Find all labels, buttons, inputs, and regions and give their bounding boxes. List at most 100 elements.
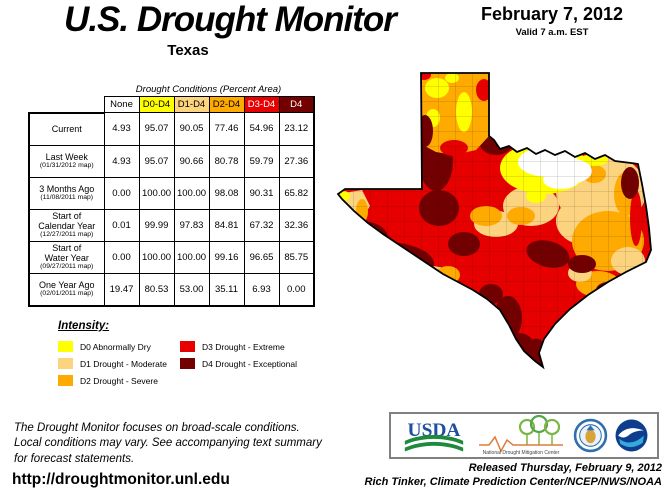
value-cell: 80.53: [138, 272, 175, 307]
value-cell: 19.47: [103, 272, 140, 307]
drought-shading: [338, 73, 651, 367]
released-date: Released Thursday, February 9, 2012: [468, 462, 662, 474]
value-cell: 23.12: [278, 112, 315, 146]
column-header-d1d4: D1-D4: [173, 96, 210, 113]
value-cell: 100.00: [173, 176, 210, 210]
noaa-logo: [615, 419, 648, 452]
d0-swatch-icon: [58, 341, 73, 352]
legend-item-d2: D2 Drought - Severe: [58, 375, 158, 386]
d2-swatch-icon: [58, 375, 73, 386]
value-cell: 99.16: [208, 240, 245, 274]
column-header-none: None: [103, 96, 140, 113]
value-cell: 84.81: [208, 208, 245, 242]
value-cell: 95.07: [138, 144, 175, 178]
valid-time: Valid 7 a.m. EST: [515, 27, 589, 38]
commerce-seal-icon: [573, 418, 608, 453]
value-cell: 96.65: [243, 240, 280, 274]
ndmc-logo: National Drought Mitigation Center: [479, 414, 563, 456]
value-cell: 0.01: [103, 208, 140, 242]
table-row-current: Current 4.93 95.07 90.05 77.46 54.96 23.…: [28, 111, 315, 146]
value-cell: 0.00: [278, 272, 315, 307]
column-header-d4: D4: [278, 96, 315, 113]
legend-label: D2 Drought - Severe: [80, 375, 158, 386]
drought-monitor-url[interactable]: http://droughtmonitor.unl.edu: [12, 471, 230, 488]
value-cell: 6.93: [243, 272, 280, 307]
value-cell: 90.31: [243, 176, 280, 210]
legend-title: Intensity:: [58, 320, 110, 332]
value-cell: 80.78: [208, 144, 245, 178]
svg-text:USDA: USDA: [408, 420, 461, 441]
d3-swatch-icon: [180, 341, 195, 352]
region-title: Texas: [167, 42, 209, 59]
logo-box: USDA National Drought Mitigation Center: [389, 412, 659, 459]
value-cell: 97.83: [173, 208, 210, 242]
legend-item-d1: D1 Drought - Moderate: [58, 358, 167, 369]
value-cell: 85.75: [278, 240, 315, 274]
date-block: February 7, 2012 Valid 7 a.m. EST: [452, 4, 652, 38]
svg-text:National Drought Mitigation Ce: National Drought Mitigation Center: [483, 450, 560, 456]
value-cell: 0.00: [103, 176, 140, 210]
author-credit: Rich Tinker, Climate Prediction Center/N…: [364, 476, 662, 488]
disclaimer-line: Local conditions may vary. See accompany…: [14, 437, 322, 450]
legend-label: D0 Abnormally Dry: [80, 341, 151, 352]
value-cell: 90.66: [173, 144, 210, 178]
table-row-one-year-ago: One Year Ago (02/01/2011 map) 19.47 80.53…: [28, 272, 315, 307]
value-cell: 65.82: [278, 176, 315, 210]
value-cell: 90.05: [173, 112, 210, 146]
disclaimer-text: The Drought Monitor focuses on broad-sca…: [14, 421, 322, 467]
disclaimer-line: The Drought Monitor focuses on broad-sca…: [14, 422, 300, 434]
corner-cell: [29, 96, 104, 113]
table-caption: Drought Conditions (Percent Area): [135, 84, 282, 95]
value-cell: 35.11: [208, 272, 245, 307]
usda-logo: USDA: [404, 420, 464, 452]
legend-label: D3 Drought - Extreme: [202, 341, 285, 352]
legend-item-d4: D4 Drought - Exceptional: [180, 358, 297, 369]
row-label: 3 Months Ago (11/08/2011 map): [28, 176, 105, 210]
value-cell: 77.46: [208, 112, 245, 146]
value-cell: 53.00: [173, 272, 210, 307]
table-row-start-water-year: Start of Water Year (09/27/2011 map) 0.00 …: [28, 240, 315, 274]
table-row-start-calendar-year: Start of Calendar Year (12/27/2011 map) 0.…: [28, 208, 315, 242]
column-header-d3d4: D3-D4: [243, 96, 280, 113]
row-label: One Year Ago (02/01/2011 map): [28, 272, 105, 307]
value-cell: 100.00: [138, 176, 175, 210]
texas-outline: [336, 72, 652, 370]
d1-swatch-icon: [58, 358, 73, 369]
header-row: None D0-D4 D1-D4 D2-D4 D3-D4 D4: [29, 96, 315, 113]
texas-drought-map: [336, 56, 670, 426]
value-cell: 98.08: [208, 176, 245, 210]
value-cell: 27.36: [278, 144, 315, 178]
row-label: Start of Water Year (09/27/2011 map): [28, 240, 105, 274]
value-cell: 0.00: [103, 240, 140, 274]
county-grid: [338, 73, 651, 367]
row-label: Current: [28, 111, 105, 146]
table-row-last-week: Last Week (01/31/2012 map) 4.93 95.07 90.…: [28, 144, 315, 178]
value-cell: 4.93: [103, 144, 140, 178]
disclaimer-line: for forecast statements.: [14, 452, 135, 465]
legend-item-d0: D0 Abnormally Dry: [58, 341, 151, 352]
legend-item-d3: D3 Drought - Extreme: [180, 341, 285, 352]
d4-swatch-icon: [180, 358, 195, 369]
release-info: Released Thursday, February 9, 2012 Rich…: [260, 461, 662, 489]
row-label: Last Week (01/31/2012 map): [28, 144, 105, 178]
report-date: February 7, 2012: [480, 4, 624, 24]
value-cell: 100.00: [138, 240, 175, 274]
value-cell: 32.36: [278, 208, 315, 242]
value-cell: 99.99: [138, 208, 175, 242]
value-cell: 59.79: [243, 144, 280, 178]
drought-table: None D0-D4 D1-D4 D2-D4 D3-D4 D4 Current …: [28, 96, 315, 307]
legend-label: D1 Drought - Moderate: [80, 358, 167, 369]
row-label: Start of Calendar Year (12/27/2011 map): [28, 208, 105, 242]
value-cell: 67.32: [243, 208, 280, 242]
value-cell: 100.00: [173, 240, 210, 274]
value-cell: 95.07: [138, 112, 175, 146]
value-cell: 4.93: [103, 112, 140, 146]
column-header-d0d4: D0-D4: [138, 96, 175, 113]
texas-map-svg: [336, 72, 652, 370]
page-title: U.S. Drought Monitor: [64, 0, 397, 39]
table-row-3-months-ago: 3 Months Ago (11/08/2011 map) 0.00 100.00…: [28, 176, 315, 210]
legend-label: D4 Drought - Exceptional: [202, 358, 297, 369]
column-header-d2d4: D2-D4: [208, 96, 245, 113]
value-cell: 54.96: [243, 112, 280, 146]
